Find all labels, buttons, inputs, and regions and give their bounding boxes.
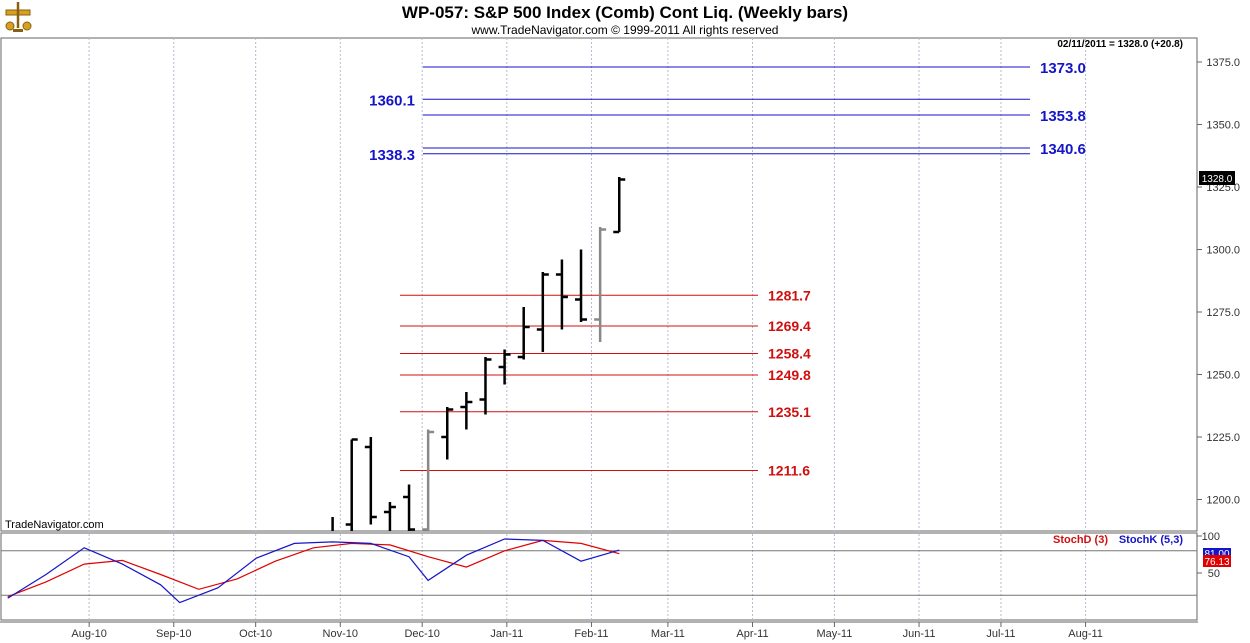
price-pane[interactable]	[0, 37, 1198, 532]
y-tick-label: 1375.0	[1206, 57, 1240, 69]
stoch-series-line	[7, 538, 620, 604]
stochK-readout: 81.00	[1204, 549, 1229, 560]
last-price-text: 1328.0	[1202, 174, 1233, 185]
ohlc-bar	[364, 437, 377, 525]
ohlc-bar	[460, 392, 473, 430]
blue-level-label: 1360.1	[369, 92, 415, 109]
red-level-label: 1269.4	[768, 318, 811, 334]
ohlc-bar	[422, 429, 435, 531]
stoch-series-line	[7, 539, 620, 598]
stoch-tick-label: 100	[1202, 531, 1220, 543]
ohlc-bar	[536, 272, 549, 352]
y-tick-label: 1225.0	[1206, 432, 1240, 444]
stoch-tick-label: 50	[1208, 568, 1220, 580]
logo-icon	[5, 2, 32, 32]
x-tick-label: Apr-11	[736, 628, 768, 640]
ohlc-bar	[555, 259, 568, 330]
legend-stochD: StochD (3)	[1053, 534, 1108, 546]
y-tick-label: 1200.0	[1206, 495, 1240, 507]
red-level-label: 1211.6	[768, 463, 810, 479]
x-tick-label: Nov-10	[323, 628, 358, 640]
red-level-label: 1281.7	[768, 287, 811, 303]
x-tick-label: Oct-10	[239, 628, 272, 640]
status-readout: 02/11/2011 = 1328.0 (+20.8)	[1057, 39, 1183, 50]
x-tick-label: Aug-10	[71, 628, 106, 640]
x-tick-label: Feb-11	[574, 628, 608, 640]
y-tick-label: 1300.0	[1206, 245, 1240, 257]
stoch-pane[interactable]	[0, 532, 1198, 621]
red-level-label: 1249.8	[768, 367, 811, 383]
blue-level-label: 1373.0	[1040, 60, 1086, 77]
blue-level-label: 1340.6	[1040, 141, 1086, 158]
x-tick-label: Mar-11	[651, 628, 685, 640]
x-axis: Aug-10 Sep-10 Oct-10 Nov-10 Dec-10 Jan-11 Feb-…	[71, 622, 1103, 640]
red-level-label: 1235.1	[768, 404, 811, 420]
ohlc-bar	[517, 307, 530, 360]
credit-text: TradeNavigator.com	[5, 519, 104, 531]
x-tick-label: Sep-10	[156, 628, 191, 640]
blue-level-label: 1338.3	[369, 147, 415, 164]
chart-subtitle: www.TradeNavigator.com © 1999-2011 All r…	[471, 23, 779, 37]
ohlc-bar	[403, 484, 416, 531]
ohlc-bar	[441, 407, 454, 460]
y-tick-label: 1275.0	[1206, 307, 1240, 319]
x-tick-label: Jan-11	[490, 628, 523, 640]
price-bars-clipped	[331, 177, 626, 531]
x-tick-label: Aug-11	[1068, 628, 1103, 640]
ohlc-bar	[331, 517, 334, 531]
red-level-label: 1258.4	[768, 346, 811, 362]
legend-stochK: StochK (5,3)	[1119, 534, 1184, 546]
stochD-readout: 76.13	[1204, 557, 1229, 568]
ohlc-bar	[594, 227, 607, 342]
stochastic-lines	[1, 538, 1197, 604]
chart-title: WP-057: S&P 500 Index (Comb) Cont Liq. (…	[402, 3, 848, 22]
ohlc-bar	[498, 349, 511, 385]
x-tick-label: Jun-11	[903, 628, 936, 640]
y-tick-label: 1350.0	[1206, 120, 1240, 132]
x-tick-label: May-11	[816, 628, 852, 640]
last-price-badge: 1328.0	[1199, 171, 1235, 185]
y-tick-label: 1250.0	[1206, 370, 1240, 382]
ohlc-bar	[345, 438, 358, 531]
grid-lines	[88, 38, 1087, 620]
blue-level-label: 1353.8	[1040, 108, 1086, 125]
price-bars	[331, 177, 626, 531]
x-tick-label: Dec-10	[404, 628, 439, 640]
ohlc-bar	[575, 249, 588, 322]
ohlc-bar	[383, 502, 396, 531]
ohlc-bar	[479, 357, 492, 415]
y-axis: 1200.01225.01250.01275.01300.01325.01350…	[1197, 57, 1240, 580]
stoch-readouts: 81.00 76.13	[1203, 548, 1231, 568]
x-tick-label: Jul-11	[986, 628, 1015, 640]
ohlc-bar	[613, 177, 626, 234]
level-lines: 1373.0 1360.1 1353.8 1340.6 1338.3 1281.7 1269…	[369, 60, 1086, 479]
